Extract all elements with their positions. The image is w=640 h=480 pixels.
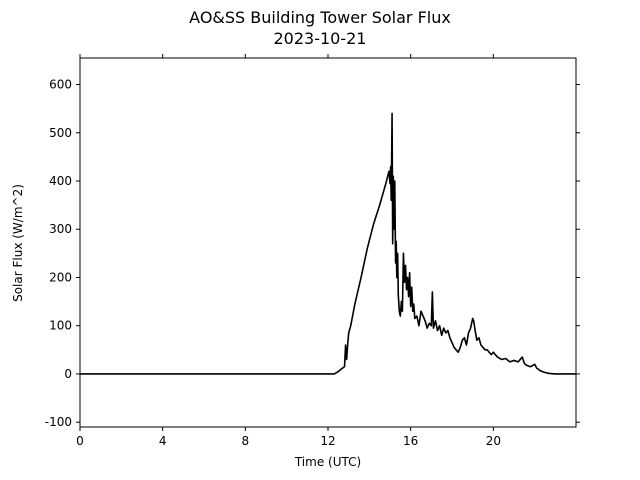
y-tick-label: 0 (64, 367, 72, 381)
series-line-0 (80, 112, 576, 375)
y-tick-label: 300 (49, 222, 72, 236)
y-tick-label: 600 (49, 78, 72, 92)
plot-frame (79, 57, 577, 428)
x-axis-label: Time (UTC) (294, 455, 361, 469)
y-tick-label: 200 (49, 270, 72, 284)
x-tick-label: 4 (159, 434, 167, 448)
plot-area (80, 58, 576, 427)
y-tick-label: -100 (45, 415, 72, 429)
y-tick-label: 400 (49, 174, 72, 188)
chart-title: AO&SS Building Tower Solar Flux (189, 8, 451, 27)
x-tick-label: 0 (76, 434, 84, 448)
y-tick-label: 500 (49, 126, 72, 140)
chart-marks (80, 112, 576, 375)
x-tick-label: 8 (242, 434, 250, 448)
x-tick-label: 16 (403, 434, 418, 448)
y-axis-label: Solar Flux (W/m^2) (11, 184, 25, 302)
y-tick-label: 100 (49, 319, 72, 333)
chart-subtitle: 2023-10-21 (274, 29, 367, 48)
x-tick-label: 12 (320, 434, 335, 448)
x-tick-label: 20 (486, 434, 501, 448)
axis-ticks: 0 4 8 12 16 20 -100 0 100 200 300 400 500 600 (45, 54, 580, 448)
